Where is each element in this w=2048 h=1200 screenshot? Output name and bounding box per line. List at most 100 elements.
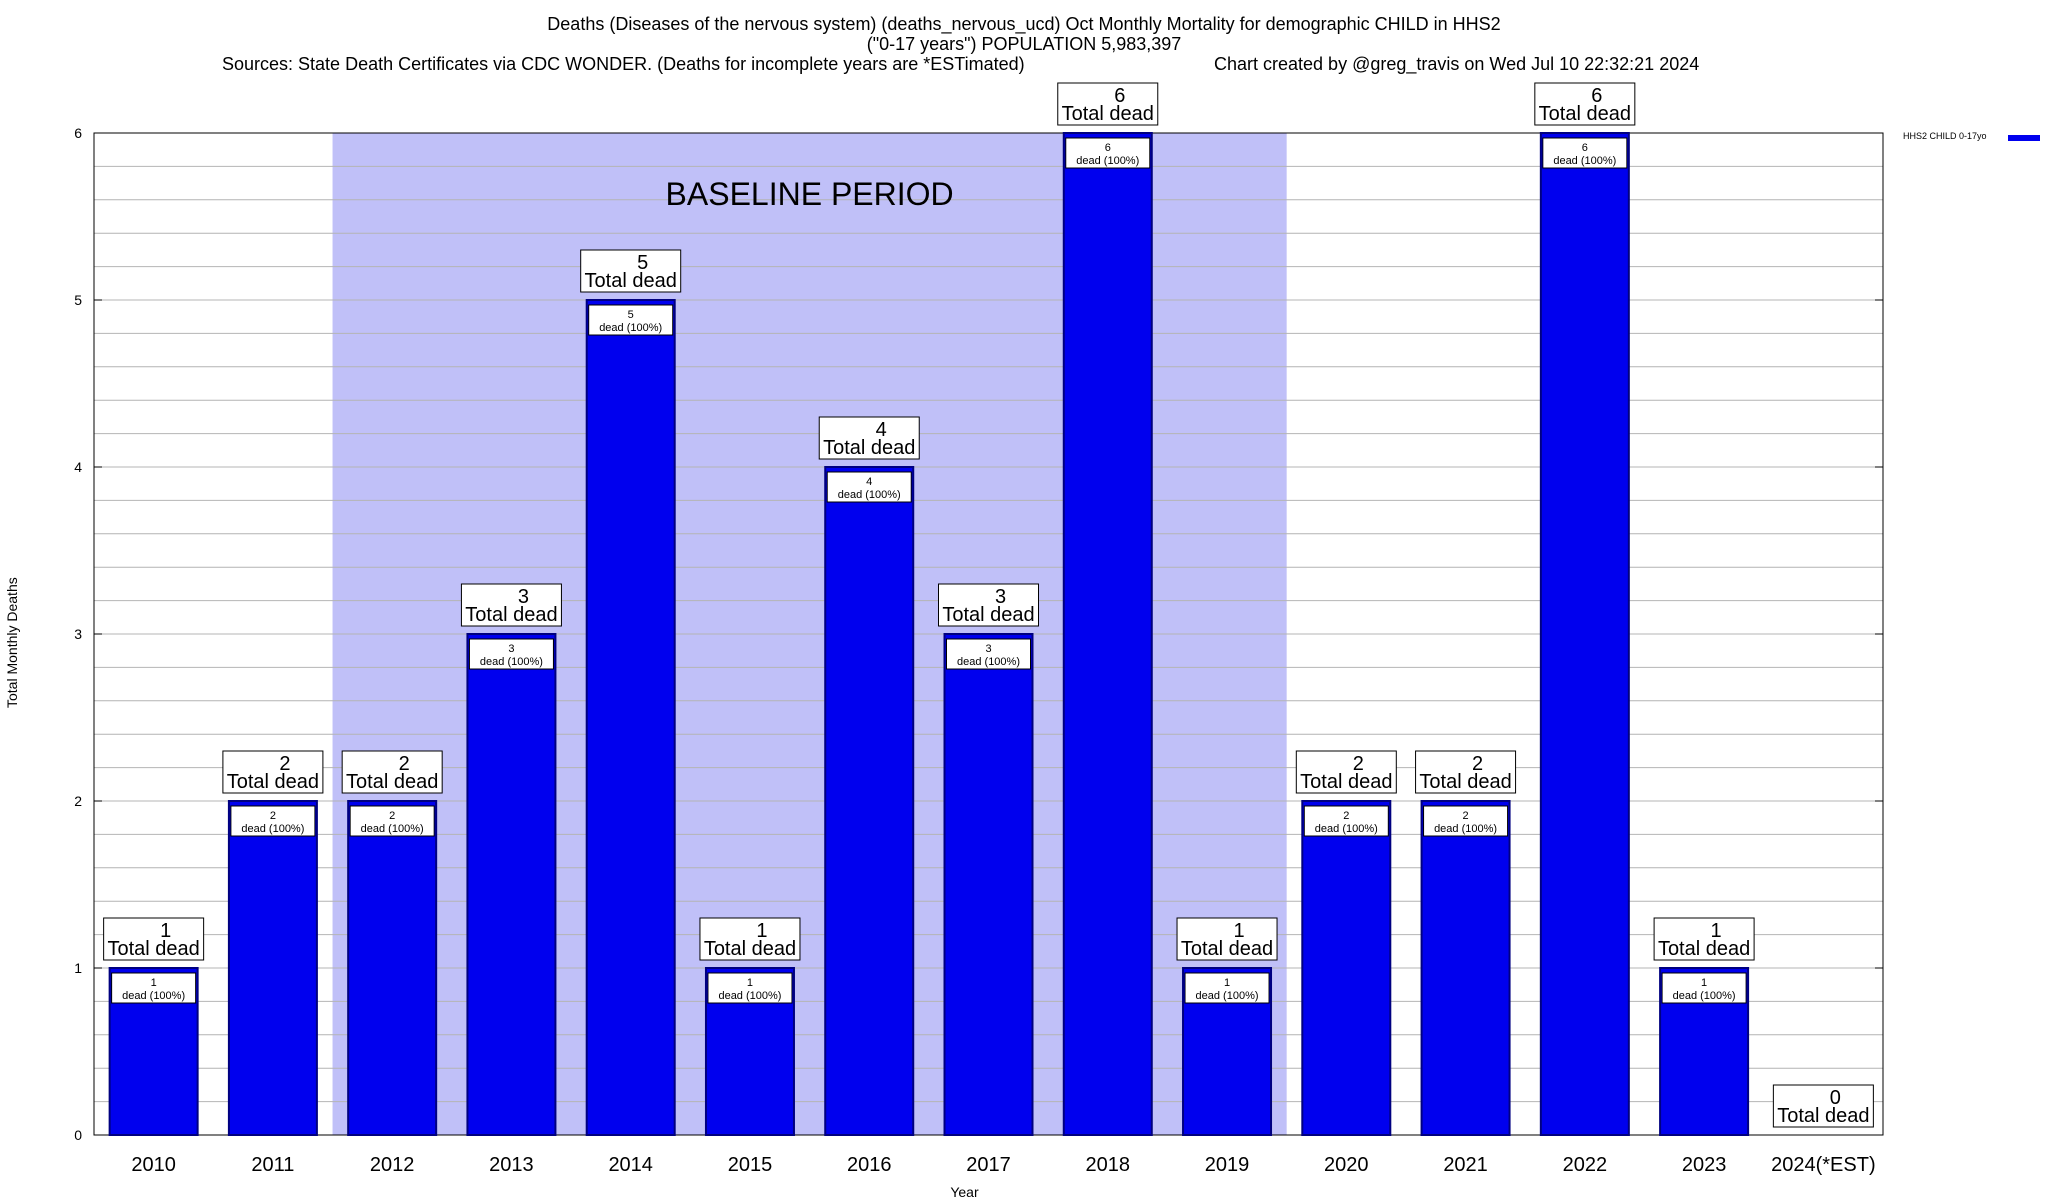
bar (1539, 132, 1630, 1136)
bar-total-value: 2 (1353, 753, 1364, 775)
bar-inner-value: 6 (1105, 142, 1111, 154)
bar-total-value: 2 (399, 753, 410, 775)
bar-inner-value: 1 (747, 977, 753, 989)
bar-inner-label-box (707, 972, 793, 1004)
y-tick-label: 4 (74, 459, 82, 475)
bar-total-value: 2 (279, 753, 290, 775)
bar (347, 800, 438, 1136)
bar-inner-label-box (1184, 972, 1270, 1004)
bar-total-label: Total dead (465, 604, 557, 626)
bar (943, 633, 1034, 1136)
bar-total-value: 1 (756, 920, 767, 942)
x-axis-label: Year (950, 1184, 979, 1200)
bar (824, 466, 915, 1136)
bar-total-label: Total dead (1300, 771, 1392, 793)
bar-total-value: 2 (1472, 753, 1483, 775)
bar-inner-value: 3 (985, 643, 991, 655)
bar-total-label: Total dead (227, 771, 319, 793)
bar-inner-label-box (1423, 805, 1509, 837)
bar (1420, 800, 1511, 1136)
bar-total-label-box (1057, 82, 1159, 126)
x-tick-label: 2023 (1682, 1154, 1727, 1176)
x-tick-label: 2022 (1563, 1154, 1608, 1176)
bar-total-label: Total dead (585, 270, 677, 292)
bar-total-label-box (1534, 82, 1636, 126)
bar-total-label-box (1176, 917, 1278, 961)
bar-inner-label: dead (100%) (957, 656, 1020, 668)
bar-total-label: Total dead (1539, 103, 1631, 125)
bar-inner-label-box (1661, 972, 1747, 1004)
chart-subtitle: ("0-17 years") POPULATION 5,983,397 (866, 34, 1182, 54)
bar-total-value: 3 (518, 586, 529, 608)
y-tick-label: 2 (74, 793, 82, 809)
legend-label: HHS2 CHILD 0-17yo (1903, 131, 1987, 141)
bar-inner-label: dead (100%) (361, 823, 424, 835)
bar-inner-label: dead (100%) (1673, 990, 1736, 1002)
bar-total-value: 5 (637, 252, 648, 274)
bar-total-label: Total dead (1062, 103, 1154, 125)
bar-inner-label-box (588, 304, 674, 336)
bar-total-label-box (938, 583, 1039, 627)
bar-inner-label-box (826, 471, 912, 503)
bar-total-value: 4 (876, 419, 887, 441)
bar-total-label-box (1295, 750, 1397, 794)
x-tick-label: 2020 (1324, 1154, 1369, 1176)
bar-inner-label-box (1303, 805, 1389, 837)
bar-inner-label: dead (100%) (1434, 823, 1497, 835)
y-tick-label: 1 (74, 960, 82, 976)
x-tick-label: 2018 (1086, 1154, 1131, 1176)
bar-inner-value: 2 (1463, 810, 1469, 822)
bar-inner-label-box (946, 638, 1031, 670)
x-tick-label: 2010 (131, 1154, 176, 1176)
bar-total-label: Total dead (823, 437, 915, 459)
bar-inner-value: 5 (628, 309, 634, 321)
bar (585, 299, 676, 1136)
x-tick-label: 2012 (370, 1154, 415, 1176)
baseline-label: BASELINE PERIOD (666, 176, 954, 212)
bar (227, 800, 318, 1136)
bar-inner-label-box (1065, 137, 1151, 169)
bar-inner-label: dead (100%) (1196, 990, 1259, 1002)
bar-total-value: 6 (1114, 85, 1125, 107)
x-tick-label: 2011 (251, 1154, 294, 1176)
x-tick-label: 2019 (1205, 1154, 1250, 1176)
y-tick-label: 0 (74, 1127, 82, 1143)
bar-total-label: Total dead (942, 604, 1034, 626)
bar-total-label-box (103, 917, 205, 961)
bar-inner-value: 1 (1224, 977, 1230, 989)
y-tick-label: 6 (74, 125, 82, 141)
bar-total-label: Total dead (107, 938, 199, 960)
bar-total-label-box (341, 750, 443, 794)
bar-inner-label: dead (100%) (599, 322, 662, 334)
bar-total-label: Total dead (346, 771, 438, 793)
bar-inner-label-box (111, 972, 197, 1004)
x-tick-label: 2016 (847, 1154, 892, 1176)
legend-swatch (2008, 135, 2040, 141)
bar-total-label-box (580, 249, 682, 293)
bar-inner-label: dead (100%) (1553, 155, 1616, 167)
bar-total-value: 6 (1591, 85, 1602, 107)
bar-total-label-box (460, 583, 562, 627)
x-tick-label: 2021 (1443, 1154, 1488, 1176)
x-tick-label: 2017 (966, 1154, 1011, 1176)
x-tick-label: 2013 (489, 1154, 534, 1176)
bar-total-value: 1 (160, 920, 171, 942)
bar-total-label: Total dead (1419, 771, 1511, 793)
chart-credit: Chart created by @greg_travis on Wed Jul… (1214, 54, 1700, 74)
bar-inner-value: 2 (389, 810, 395, 822)
bar-total-value: 1 (1711, 920, 1722, 942)
bar-inner-label: dead (100%) (480, 656, 543, 668)
bar-total-label: Total dead (1777, 1105, 1869, 1127)
bar-inner-label: dead (100%) (122, 990, 185, 1002)
bar (1301, 800, 1392, 1136)
x-tick-label: 2024(*EST) (1771, 1154, 1876, 1176)
bar-inner-label: dead (100%) (1076, 155, 1139, 167)
bar-total-value: 3 (995, 586, 1006, 608)
y-tick-label: 3 (74, 626, 82, 642)
bar-inner-label-box (349, 805, 435, 837)
bar-total-label-box (1772, 1084, 1874, 1128)
bar-inner-label-box (230, 805, 316, 837)
bar-total-value: 0 (1830, 1087, 1841, 1109)
x-tick-label: 2015 (728, 1154, 773, 1176)
